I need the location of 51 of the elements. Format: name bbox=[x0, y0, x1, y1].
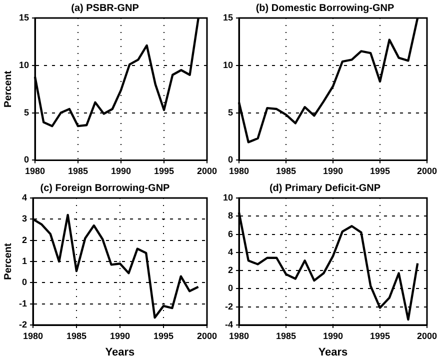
x-tick-label: 1990 bbox=[110, 330, 130, 341]
y-tick-label: 3 bbox=[22, 214, 27, 224]
y-axis-title: Percent bbox=[2, 70, 14, 108]
y-tick-label: 5 bbox=[228, 107, 234, 118]
x-tick-label: 1990 bbox=[322, 330, 344, 341]
x-tick-label: 1995 bbox=[370, 330, 390, 341]
x-tick-label: 1980 bbox=[24, 166, 46, 176]
y-tick-label: -1 bbox=[18, 298, 27, 308]
x-tick-label: 1990 bbox=[110, 166, 132, 176]
x-tick-label: 1980 bbox=[228, 166, 250, 176]
chart-title: (b) Domestic Borrowing-GNP bbox=[256, 2, 394, 14]
x-axis-title: Years bbox=[318, 346, 348, 358]
x-tick-label: 2000 bbox=[196, 166, 218, 176]
y-tick-label: 10 bbox=[222, 192, 234, 202]
y-axis-title: Percent bbox=[2, 242, 14, 280]
x-tick-label: 1995 bbox=[153, 330, 174, 341]
y-tick-label: 4 bbox=[22, 192, 27, 202]
y-tick-label: 10 bbox=[222, 60, 234, 70]
x-tick-label: 1985 bbox=[68, 166, 88, 176]
x-tick-label: 1990 bbox=[322, 166, 344, 176]
y-tick-label: 4 bbox=[228, 246, 234, 257]
x-tick-label: 2000 bbox=[416, 166, 438, 176]
chart-title: (d) Primary Deficit-GNP bbox=[269, 182, 381, 194]
chart-title: (a) PSBR-GNP bbox=[71, 2, 140, 14]
x-tick-label: 1985 bbox=[276, 330, 296, 341]
y-tick-label: 0 bbox=[22, 277, 27, 288]
y-tick-label: 15 bbox=[18, 12, 30, 22]
y-tick-label: 0 bbox=[228, 154, 234, 165]
y-tick-label: -4 bbox=[224, 319, 234, 330]
x-tick-label: 1985 bbox=[276, 166, 296, 176]
y-tick-label: 10 bbox=[18, 60, 30, 70]
y-tick-label: 2 bbox=[228, 265, 234, 276]
y-tick-label: 0 bbox=[228, 283, 234, 294]
y-tick-label: 0 bbox=[24, 154, 30, 165]
x-tick-label: 1980 bbox=[22, 330, 44, 341]
y-tick-label: -2 bbox=[18, 319, 27, 330]
x-tick-label: 1995 bbox=[370, 166, 390, 176]
chart-title: (c) Foreign Borrowing-GNP bbox=[40, 182, 170, 194]
y-tick-label: 6 bbox=[228, 228, 234, 239]
y-tick-label: 8 bbox=[228, 210, 234, 221]
x-tick-label: 1985 bbox=[66, 330, 87, 341]
y-tick-label: 1 bbox=[22, 256, 27, 266]
y-tick-label: 15 bbox=[222, 12, 234, 22]
x-tick-label: 1995 bbox=[154, 166, 174, 176]
x-tick-label: 1980 bbox=[228, 330, 250, 341]
y-tick-label: 2 bbox=[22, 234, 27, 245]
x-tick-label: 2000 bbox=[416, 330, 438, 341]
x-axis-title: Years bbox=[105, 346, 135, 358]
y-tick-label: 5 bbox=[24, 107, 30, 118]
x-tick-label: 2000 bbox=[196, 330, 218, 341]
y-tick-label: -2 bbox=[224, 301, 234, 312]
